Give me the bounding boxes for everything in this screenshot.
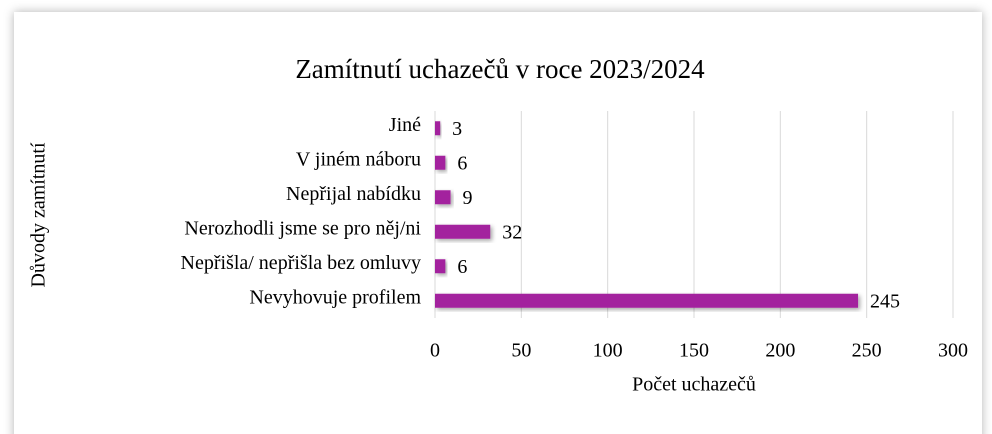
chart-title: Zamítnutí uchazečů v roce 2023/2024 (295, 54, 705, 84)
value-label: 245 (870, 290, 900, 312)
value-label: 6 (457, 256, 467, 278)
y-axis-title: Důvody zamítnutí (28, 142, 50, 287)
bar (435, 224, 491, 239)
y-tick-label: Nepřišla/ nepřišla bez omluvy (181, 252, 422, 274)
value-label: 32 (502, 221, 522, 243)
x-tick-label: 300 (938, 340, 968, 362)
x-tick-label: 100 (593, 340, 623, 362)
chart-frame (14, 12, 982, 434)
value-label: 6 (457, 152, 467, 174)
y-tick-label: Jiné (389, 114, 421, 136)
x-tick-label: 250 (852, 340, 882, 362)
y-tick-label: Nevyhovuje profilem (249, 286, 421, 308)
bar (435, 121, 441, 136)
x-axis-title: Počet uchazečů (632, 374, 756, 396)
y-tick-label: Nepřijal nabídku (286, 183, 421, 205)
value-label: 3 (452, 118, 462, 140)
bar (435, 293, 859, 308)
bar (435, 259, 446, 274)
y-tick-label: Nerozhodli jsme se pro něj/ni (184, 217, 421, 239)
y-tick-label: V jiném náboru (296, 148, 421, 170)
bar (435, 190, 451, 205)
bar (435, 155, 446, 170)
x-tick-label: 200 (765, 340, 795, 362)
value-label: 9 (463, 187, 473, 209)
x-tick-label: 150 (679, 340, 709, 362)
x-tick-label: 50 (511, 340, 531, 362)
x-tick-label: 0 (430, 340, 440, 362)
